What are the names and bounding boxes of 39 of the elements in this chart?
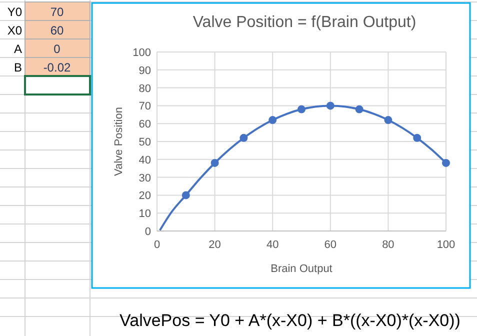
point (326, 102, 334, 110)
point (413, 134, 422, 142)
text: B (14, 60, 22, 74)
x-tick-label: 80 (382, 239, 394, 251)
text: X0 (7, 24, 22, 38)
point (384, 116, 392, 124)
x-tick-label: 20 (208, 239, 221, 251)
chart-title: Valve Position = f(Brain Output) (192, 14, 416, 31)
x-tick-label: 60 (324, 239, 337, 251)
y-tick-label: 90 (138, 64, 151, 77)
y-tick-label: 0 (144, 226, 151, 238)
point (182, 191, 190, 200)
y-tick-label: 40 (138, 154, 151, 166)
x-axis-title: Brain Output (270, 263, 332, 275)
text: A (14, 42, 22, 56)
y-tick-label: 10 (138, 208, 151, 220)
point (355, 105, 364, 114)
point (268, 116, 277, 124)
y-tick-label: 60 (138, 118, 151, 131)
text: Y0 (7, 5, 22, 19)
text: -0.02 (43, 60, 71, 74)
point (442, 158, 450, 167)
y-axis-title: Valve Position (113, 107, 125, 176)
y-tick-label: 100 (132, 47, 151, 59)
point (240, 134, 248, 142)
text: 60 (50, 24, 64, 38)
text: 0 (54, 42, 61, 56)
y-tick-label: 50 (138, 136, 151, 148)
y-tick-label: 80 (138, 82, 151, 95)
x-tick-label: 0 (154, 239, 160, 251)
y-tick-label: 70 (138, 100, 151, 113)
text: 70 (50, 5, 64, 19)
x-tick-label: 100 (436, 239, 456, 251)
text: ValvePos = Y0 + A*(x-X0) + B*((x-X0)*(x-X0)) (120, 311, 460, 330)
y-tick-label: 20 (138, 190, 151, 202)
x-tick-label: 40 (266, 239, 279, 251)
point (210, 158, 219, 167)
point (298, 105, 306, 114)
y-tick-label: 30 (138, 172, 151, 184)
